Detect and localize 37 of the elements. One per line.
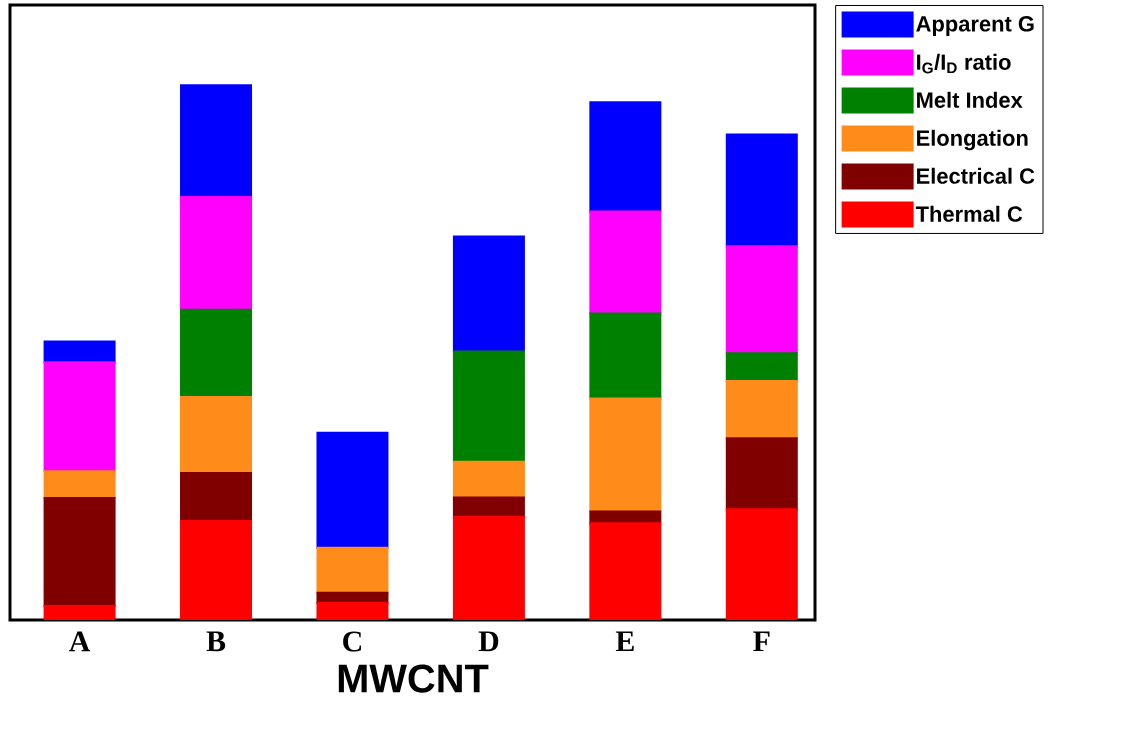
x-tick-label: C xyxy=(343,631,361,652)
bar xyxy=(589,210,662,315)
legend-label: Elongation xyxy=(917,129,1028,151)
legend-label: Melt Index xyxy=(917,91,1023,108)
legend-label: Electrical C xyxy=(917,167,1035,184)
bar xyxy=(452,235,525,353)
bar xyxy=(180,195,253,311)
legend-label: Apparent G xyxy=(916,16,1034,36)
legend-label: I$_{G}$/I$_{D}$ ratio xyxy=(917,53,1011,74)
bar xyxy=(316,546,389,594)
bar xyxy=(452,460,525,499)
bar xyxy=(589,312,662,400)
x-tick-label: E xyxy=(615,631,634,652)
bar xyxy=(589,397,662,513)
bar xyxy=(43,470,116,500)
bar xyxy=(180,395,253,474)
bar xyxy=(43,340,116,364)
x-tick-label: A xyxy=(69,631,91,652)
bar xyxy=(180,308,253,398)
bar xyxy=(589,101,662,213)
bar xyxy=(180,471,253,523)
bar xyxy=(452,350,525,463)
legend-label: Thermal C xyxy=(915,205,1023,222)
bar xyxy=(43,497,116,608)
bar xyxy=(725,437,798,511)
x-tick-label: D xyxy=(478,631,499,652)
bar xyxy=(452,496,525,518)
bar xyxy=(316,431,389,549)
x-axis-title: MWCNT xyxy=(338,664,489,693)
bar xyxy=(725,245,798,355)
bar xyxy=(43,361,116,473)
bar xyxy=(725,379,798,440)
bar xyxy=(725,352,798,382)
bar xyxy=(180,84,253,198)
bar xyxy=(725,133,798,248)
x-tick-label: F xyxy=(753,631,770,652)
x-tick-label: B xyxy=(206,631,226,652)
